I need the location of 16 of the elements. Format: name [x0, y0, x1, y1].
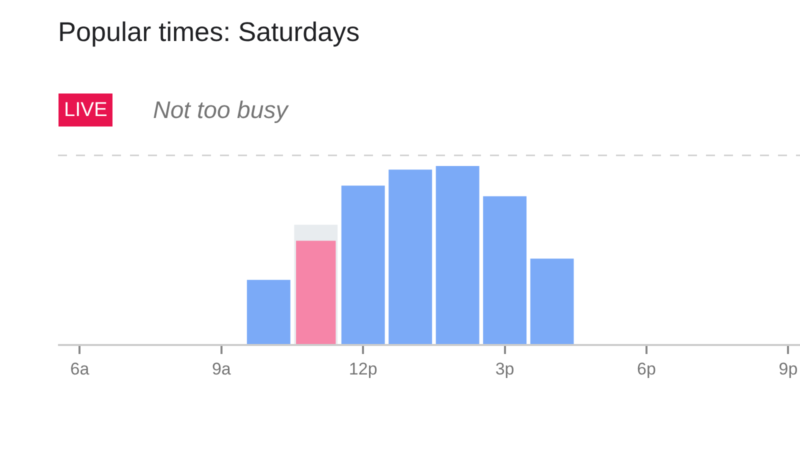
x-tick-label: 9a: [212, 359, 232, 378]
bar: [436, 166, 480, 344]
bar: [483, 196, 527, 344]
x-tick-label: 6a: [70, 359, 90, 378]
chart-title: Popular times: Saturdays: [58, 17, 360, 48]
bar: [388, 170, 432, 344]
bar: [296, 240, 336, 344]
x-tick-label: 9p: [778, 359, 798, 378]
text: LIVE: [64, 99, 108, 121]
bar: [341, 186, 385, 344]
bar: [246, 280, 290, 344]
x-tick-label: 6p: [637, 359, 656, 378]
x-tick-label: 3p: [495, 359, 514, 378]
bar: [530, 258, 574, 344]
text: Not too busy: [153, 97, 290, 124]
x-tick-label: 12p: [348, 359, 378, 378]
